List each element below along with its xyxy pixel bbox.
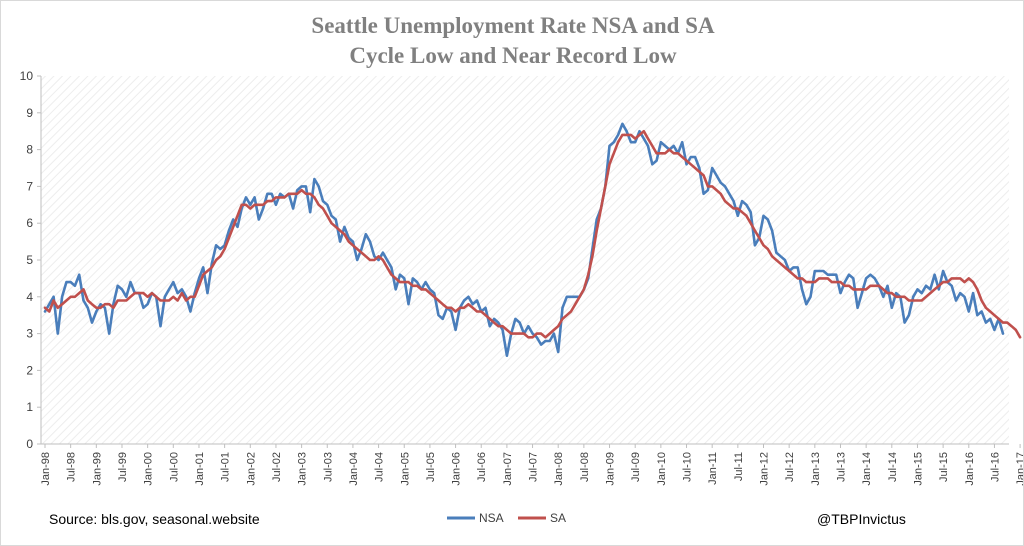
x-tick-label: Jan-00 [143,452,155,486]
x-tick-label: Jan-04 [348,452,360,486]
x-tick-label: Jul-09 [630,452,642,482]
x-tick-label: Jul-12 [784,452,796,482]
x-tick-label: Jul-07 [528,452,540,482]
x-tick-label: Jul-08 [579,452,591,482]
chart-title-line1: Seattle Unemployment Rate NSA and SA [311,13,715,38]
x-tick-label: Jan-14 [861,452,873,486]
y-tick-label: 3 [26,327,33,341]
legend-label-sa: SA [550,511,566,525]
x-tick-label: Jul-06 [476,452,488,482]
x-tick-label: Jan-13 [810,452,822,486]
x-tick-label: Jan-05 [399,452,411,486]
plot-area [41,76,1009,444]
x-tick-label: Jan-08 [553,452,565,486]
y-axis: 0 1 2 3 4 5 6 7 8 9 10 [20,69,42,451]
x-tick-label: Jan-15 [912,452,924,486]
x-tick-label: Jan-98 [40,452,52,486]
y-tick-label: 5 [26,253,33,267]
x-tick-label: Jul-03 [322,452,334,482]
x-tick-label: Jan-09 [605,452,617,486]
y-tick-label: 8 [26,143,33,157]
source-note: Source: bls.gov, seasonal.website [49,511,260,527]
x-tick-label: Jul-10 [682,452,694,482]
x-tick-label: Jan-12 [759,452,771,486]
legend-label-nsa: NSA [479,511,504,525]
y-tick-label: 2 [26,363,33,377]
x-tick-label: Jan-11 [707,452,719,485]
y-tick-label: 9 [26,106,33,120]
y-tick-label: 0 [26,437,33,451]
x-tick-label: Jul-00 [168,452,180,482]
x-tick-label: Jan-01 [194,452,206,486]
x-tick-label: Jul-98 [66,452,78,482]
x-tick-label: Jan-02 [245,452,257,486]
series-layer [43,122,1022,358]
x-tick-label: Jul-99 [117,452,129,482]
x-axis: Jan-98 Jul-98 Jan-99 Jul-99 Jan-00 Jul-00 Jan-… [40,443,1023,486]
x-tick-label: Jan-03 [297,452,309,486]
x-tick-label: Jan-07 [502,452,514,486]
x-tick-label: Jul-15 [938,452,950,482]
x-tick-label: Jul-14 [887,452,899,482]
x-tick-label: Jul-13 [835,452,847,482]
author-handle: @TBPInvictus [817,511,906,527]
x-tick-label: Jul-04 [374,452,386,482]
series-line-sa [43,129,1022,339]
x-tick-label: Jul-16 [989,452,1001,482]
x-tick-label: Jul-11 [733,452,745,481]
x-tick-label: Jul-02 [271,452,283,482]
x-tick-label: Jan-06 [451,452,463,486]
x-tick-label: Jan-99 [91,452,103,486]
x-tick-label: Jul-01 [220,452,232,482]
x-tick-label: Jan-10 [656,452,668,486]
x-tick-label: Jan-17 [1015,452,1023,486]
y-tick-label: 7 [26,179,33,193]
y-tick-label: 10 [20,69,34,83]
y-tick-label: 4 [26,290,33,304]
chart-title-line2: Cycle Low and Near Record Low [349,43,677,68]
y-tick-label: 1 [26,400,33,414]
chart-legend: NSA SA [447,511,566,525]
y-tick-label: 6 [26,216,33,230]
x-tick-label: Jul-05 [425,452,437,482]
x-tick-label: Jan-16 [964,452,976,486]
